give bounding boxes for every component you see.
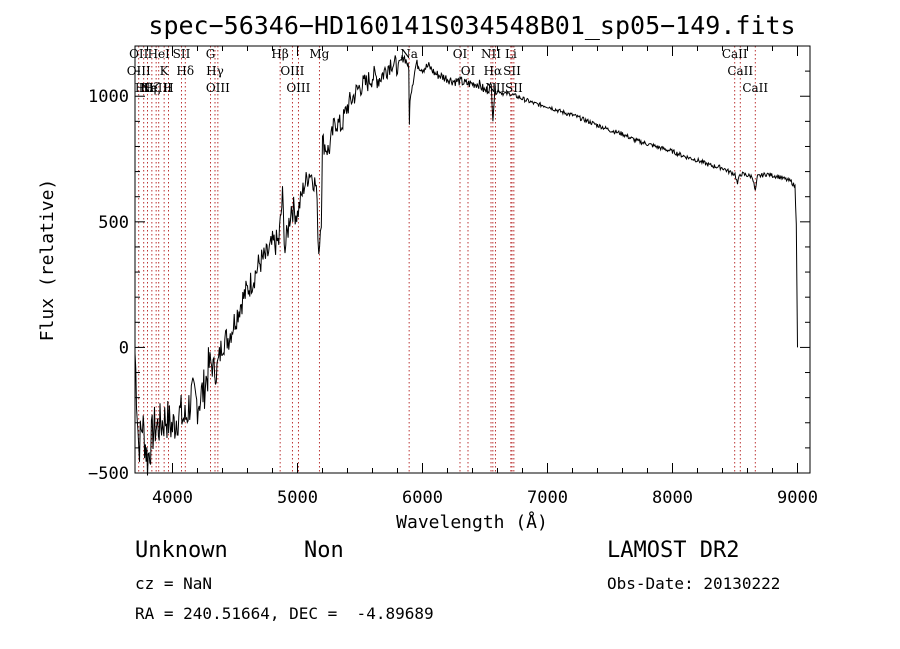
- marker-label-10-0: G: [206, 47, 216, 61]
- x-axis-label: Wavelength (Å): [396, 511, 548, 533]
- marker-label-12-0: OIII: [206, 81, 230, 95]
- marker-label-7-0: H: [163, 81, 173, 95]
- object-class: Unknown: [135, 538, 228, 563]
- emission-line-markers: [138, 46, 756, 473]
- marker-label-26-0: CaII: [722, 47, 748, 61]
- marker-label-13-0: Hβ: [271, 47, 288, 61]
- marker-label-15-0: OIII: [286, 81, 310, 95]
- marker-label-5-0: HeI: [148, 47, 171, 61]
- marker-label-0-0: OII: [129, 47, 149, 61]
- marker-label-24-0: SII: [503, 64, 521, 78]
- marker-label-25-0: SII: [505, 81, 523, 95]
- y-tick-label-2: 500: [98, 213, 129, 233]
- marker-label-19-0: OI: [461, 64, 476, 78]
- y-axis-label: Flux (relative): [37, 179, 58, 342]
- marker-label-20-0: NII: [481, 47, 501, 61]
- y-tick-label-3: 1000: [88, 87, 129, 107]
- y-tick-label-0: −500: [88, 464, 129, 484]
- spectrum-series: [134, 54, 798, 476]
- marker-label-6-0: K: [160, 64, 170, 78]
- x-tick-label-1: 5000: [277, 488, 318, 508]
- y-axis-ticks: −500 0 500 1000: [88, 45, 810, 484]
- survey-name: LAMOST DR2: [607, 538, 740, 563]
- spectrum-line: [134, 54, 798, 476]
- x-tick-label-3: 7000: [527, 488, 568, 508]
- x-tick-label-4: 8000: [652, 488, 693, 508]
- marker-label-14-0: OIII: [280, 64, 304, 78]
- plot-frame: [134, 45, 811, 474]
- marker-label-16-0: Mg: [309, 47, 329, 61]
- y-tick-label-1: 0: [119, 338, 129, 358]
- x-tick-label-5: 9000: [777, 488, 818, 508]
- marker-label-18-0: OI: [453, 47, 468, 61]
- marker-label-2-0: Hη: [139, 81, 157, 95]
- marker-label-4-0: NeIII: [140, 81, 172, 95]
- object-subclass: Non: [304, 538, 344, 563]
- coordinates: RA = 240.51664, DEC = -4.89689: [135, 604, 434, 623]
- chart-title: spec−56346−HD160141S034548B01_sp05−149.f…: [148, 11, 795, 40]
- marker-label-9-0: Hδ: [176, 64, 194, 78]
- marker-label-1-0: Hθ: [135, 81, 153, 95]
- marker-label-3-0: Hζ: [143, 81, 160, 95]
- redshift-value: cz = NaN: [135, 574, 213, 593]
- marker-label-11-0: Hγ: [206, 64, 224, 78]
- observation-date: Obs-Date: 20130222: [607, 574, 781, 593]
- x-tick-label-2: 6000: [402, 488, 443, 508]
- marker-label-21-0: Hα: [484, 64, 503, 78]
- marker-label-23-0: Li: [505, 47, 517, 61]
- marker-label-27-0: CaII: [727, 64, 753, 78]
- x-tick-label-0: 4000: [152, 488, 193, 508]
- x-axis-ticks: 4000 5000 6000 7000 8000 9000: [147, 46, 818, 508]
- marker-label-8-0: SII: [173, 47, 191, 61]
- marker-label-28-0: CaII: [742, 81, 768, 95]
